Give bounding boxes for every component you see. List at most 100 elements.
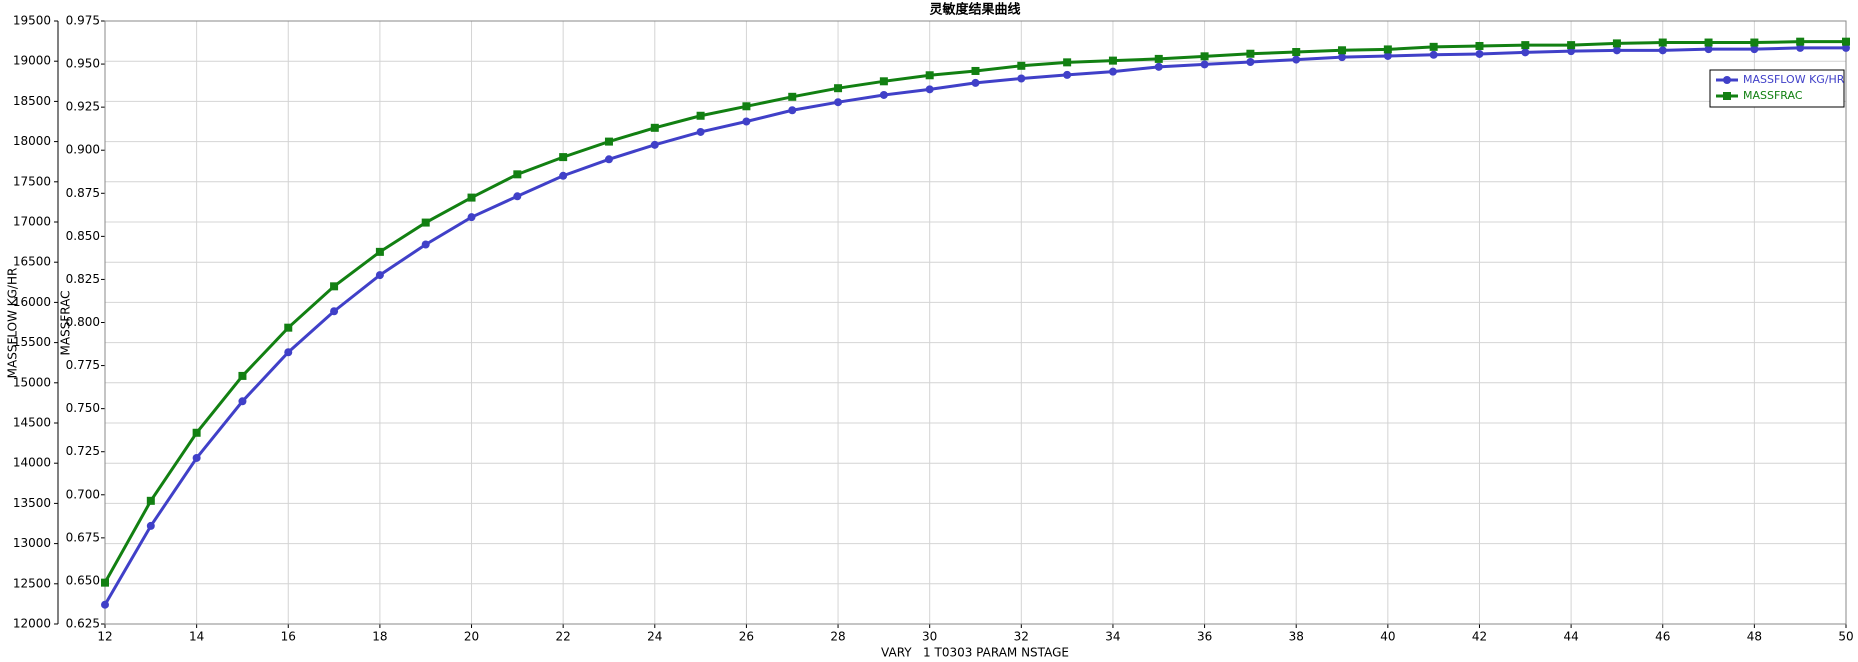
x-tick-label: 18 [372, 630, 387, 644]
marker [1246, 58, 1255, 67]
marker [925, 85, 934, 94]
marker [375, 247, 384, 256]
marker [650, 123, 659, 132]
marker [834, 84, 843, 93]
x-tick-label: 14 [189, 630, 204, 644]
y-tick-label: 12500 [13, 576, 51, 590]
y-tick-label: 18500 [13, 94, 51, 108]
y2-axis-title: MASSFRAC [59, 291, 73, 356]
y2-tick-label: 0.925 [66, 100, 100, 114]
marker [330, 307, 339, 316]
marker [650, 140, 659, 149]
legend-label: MASSFLOW KG/HR [1743, 73, 1845, 86]
marker [1750, 38, 1759, 47]
x-axis-title: VARY 1 T0303 PARAM NSTAGE [881, 646, 1069, 660]
x-tick-label: 50 [1838, 630, 1853, 644]
marker [742, 102, 751, 111]
marker [1338, 46, 1347, 55]
marker [1063, 70, 1072, 79]
marker [146, 496, 155, 505]
y-tick-label: 16500 [13, 255, 51, 269]
marker [971, 66, 980, 75]
marker [1429, 42, 1438, 51]
marker [1017, 74, 1026, 83]
y2-tick-label: 0.825 [66, 272, 100, 286]
marker [330, 282, 339, 291]
y2-tick-label: 0.750 [66, 401, 100, 415]
x-tick-label: 24 [647, 630, 662, 644]
x-tick-label: 32 [1014, 630, 1029, 644]
marker [421, 218, 430, 227]
marker [1475, 49, 1484, 58]
marker [1383, 51, 1392, 60]
y-tick-label: 14500 [13, 416, 51, 430]
marker [1723, 92, 1731, 100]
marker [1612, 39, 1621, 48]
x-tick-label: 34 [1105, 630, 1120, 644]
x-tick-label: 36 [1197, 630, 1212, 644]
marker [834, 98, 843, 107]
marker [559, 171, 568, 180]
marker [513, 170, 522, 179]
y-tick-label: 12000 [13, 617, 51, 631]
chart-title: 灵敏度结果曲线 [929, 2, 1020, 18]
marker [1200, 60, 1209, 69]
x-tick-label: 48 [1747, 630, 1762, 644]
marker [1063, 58, 1072, 67]
marker [559, 153, 568, 162]
marker [1017, 61, 1026, 70]
marker [284, 348, 293, 357]
marker [925, 71, 934, 80]
marker [971, 78, 980, 87]
y-axis-title: MASSFLOW KG/HR [6, 268, 20, 379]
marker [742, 117, 751, 126]
legend-label: MASSFRAC [1743, 89, 1803, 102]
marker [604, 137, 613, 146]
marker [1842, 43, 1850, 52]
marker [788, 92, 797, 101]
y2-tick-label: 0.975 [66, 14, 100, 28]
y2-tick-label: 0.950 [66, 57, 100, 71]
marker [1658, 46, 1667, 55]
marker [421, 240, 430, 249]
marker [879, 77, 888, 86]
marker [1108, 56, 1117, 65]
marker [1475, 41, 1484, 50]
y2-tick-label: 0.850 [66, 229, 100, 243]
y-tick-label: 14000 [13, 456, 51, 470]
x-tick-label: 30 [922, 630, 937, 644]
x-tick-label: 20 [464, 630, 479, 644]
marker [1796, 37, 1805, 46]
marker [192, 453, 201, 462]
marker [101, 600, 109, 609]
y-tick-label: 17500 [13, 174, 51, 188]
marker [788, 106, 797, 115]
marker [375, 271, 384, 280]
marker [1154, 62, 1163, 71]
marker [1383, 45, 1392, 54]
x-tick-label: 42 [1472, 630, 1487, 644]
marker [1796, 43, 1805, 52]
marker [1429, 50, 1438, 59]
y2-tick-label: 0.650 [66, 573, 100, 587]
y-tick-label: 19000 [13, 54, 51, 68]
x-tick-label: 16 [281, 630, 296, 644]
y-tick-label: 17000 [13, 215, 51, 229]
marker [1723, 76, 1731, 84]
marker [1567, 47, 1576, 56]
marker [101, 578, 109, 587]
marker [1658, 38, 1667, 47]
y2-tick-label: 0.700 [66, 487, 100, 501]
marker [1521, 41, 1530, 50]
marker [1567, 41, 1576, 50]
y2-tick-label: 0.675 [66, 530, 100, 544]
marker [696, 127, 705, 136]
marker [1246, 49, 1255, 58]
marker [696, 111, 705, 120]
marker [146, 521, 155, 530]
x-tick-label: 44 [1563, 630, 1578, 644]
marker [1292, 55, 1301, 64]
y2-tick-label: 0.800 [66, 315, 100, 329]
x-tick-label: 38 [1289, 630, 1304, 644]
